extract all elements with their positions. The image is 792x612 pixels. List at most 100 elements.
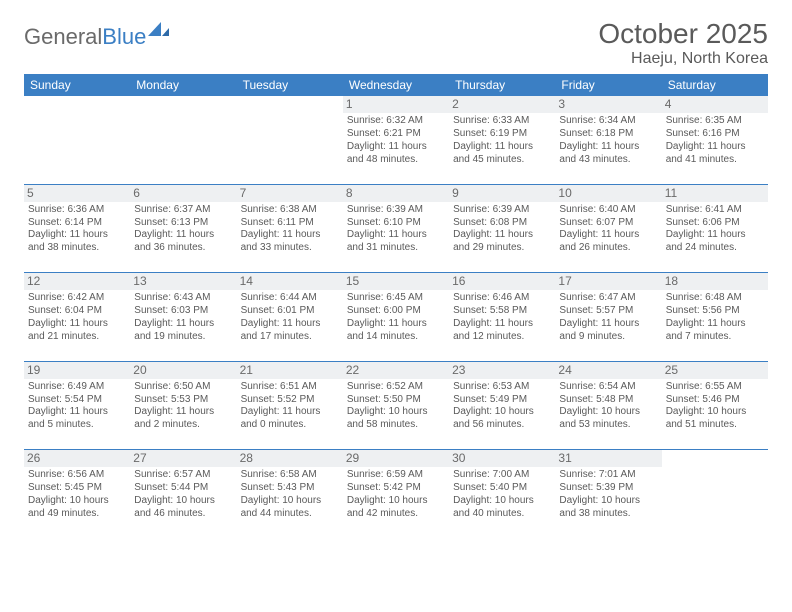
week-row: 5Sunrise: 6:36 AMSunset: 6:14 PMDaylight…	[24, 185, 768, 273]
day-details: Sunrise: 7:01 AMSunset: 5:39 PMDaylight:…	[559, 469, 657, 520]
daylight-line: Daylight: 11 hours and 12 minutes.	[453, 318, 551, 344]
day-cell	[130, 96, 236, 184]
day-number: 25	[662, 362, 768, 379]
sunrise-line: Sunrise: 6:53 AM	[453, 381, 551, 394]
sunrise-line: Sunrise: 6:39 AM	[347, 204, 445, 217]
day-details: Sunrise: 6:55 AMSunset: 5:46 PMDaylight:…	[666, 381, 764, 432]
daylight-line: Daylight: 10 hours and 51 minutes.	[666, 406, 764, 432]
day-cell: 21Sunrise: 6:51 AMSunset: 5:52 PMDayligh…	[237, 362, 343, 450]
day-number: 30	[449, 450, 555, 467]
sunset-line: Sunset: 5:57 PM	[559, 305, 657, 318]
day-details: Sunrise: 6:35 AMSunset: 6:16 PMDaylight:…	[666, 115, 764, 166]
day-number: 26	[24, 450, 130, 467]
day-number: 20	[130, 362, 236, 379]
day-details: Sunrise: 6:41 AMSunset: 6:06 PMDaylight:…	[666, 204, 764, 255]
sunset-line: Sunset: 6:11 PM	[241, 217, 339, 230]
sunset-line: Sunset: 6:21 PM	[347, 128, 445, 141]
day-cell: 24Sunrise: 6:54 AMSunset: 5:48 PMDayligh…	[555, 362, 661, 450]
sunrise-line: Sunrise: 6:36 AM	[28, 204, 126, 217]
day-cell: 7Sunrise: 6:38 AMSunset: 6:11 PMDaylight…	[237, 185, 343, 273]
day-cell: 2Sunrise: 6:33 AMSunset: 6:19 PMDaylight…	[449, 96, 555, 184]
day-number: 8	[343, 185, 449, 202]
day-cell	[662, 450, 768, 538]
calendar-table: Sunday Monday Tuesday Wednesday Thursday…	[24, 74, 768, 538]
sunrise-line: Sunrise: 6:40 AM	[559, 204, 657, 217]
sunrise-line: Sunrise: 6:48 AM	[666, 292, 764, 305]
day-number: 27	[130, 450, 236, 467]
day-number: 1	[343, 96, 449, 113]
day-cell: 23Sunrise: 6:53 AMSunset: 5:49 PMDayligh…	[449, 362, 555, 450]
day-cell: 3Sunrise: 6:34 AMSunset: 6:18 PMDaylight…	[555, 96, 661, 184]
sunrise-line: Sunrise: 6:33 AM	[453, 115, 551, 128]
day-details: Sunrise: 6:37 AMSunset: 6:13 PMDaylight:…	[134, 204, 232, 255]
sunset-line: Sunset: 5:49 PM	[453, 394, 551, 407]
day-cell: 8 Sunrise: 6:39 AMSunset: 6:10 PMDaylight…	[343, 185, 449, 273]
sunrise-line: Sunrise: 6:38 AM	[241, 204, 339, 217]
day-number: 21	[237, 362, 343, 379]
sunrise-line: Sunrise: 6:58 AM	[241, 469, 339, 482]
day-details: Sunrise: 6:32 AMSunset: 6:21 PMDaylight:…	[347, 115, 445, 166]
day-cell: 18Sunrise: 6:48 AMSunset: 5:56 PMDayligh…	[662, 273, 768, 361]
day-cell: 31 Sunrise: 7:01 AMSunset: 5:39 PMDayligh…	[555, 450, 661, 538]
sunrise-line: Sunrise: 6:45 AM	[347, 292, 445, 305]
logo: GeneralBlue	[24, 24, 170, 50]
daylight-line: Daylight: 11 hours and 7 minutes.	[666, 318, 764, 344]
daylight-line: Daylight: 11 hours and 26 minutes.	[559, 229, 657, 255]
sunset-line: Sunset: 5:40 PM	[453, 482, 551, 495]
sunset-line: Sunset: 6:14 PM	[28, 217, 126, 230]
weekday-header: Sunday	[24, 74, 130, 96]
day-cell: 12Sunrise: 6:42 AMSunset: 6:04 PMDayligh…	[24, 273, 130, 361]
daylight-line: Daylight: 11 hours and 0 minutes.	[241, 406, 339, 432]
weekday-header: Saturday	[662, 74, 768, 96]
sunrise-line: Sunrise: 6:42 AM	[28, 292, 126, 305]
day-cell: 19Sunrise: 6:49 AMSunset: 5:54 PMDayligh…	[24, 362, 130, 450]
logo-text-part1: General	[24, 24, 102, 50]
daylight-line: Daylight: 11 hours and 36 minutes.	[134, 229, 232, 255]
day-number: 31	[555, 450, 661, 467]
daylight-line: Daylight: 11 hours and 43 minutes.	[559, 141, 657, 167]
sunset-line: Sunset: 6:08 PM	[453, 217, 551, 230]
day-number: 7	[237, 185, 343, 202]
day-number: 24	[555, 362, 661, 379]
location: Haeju, North Korea	[598, 50, 768, 68]
sunset-line: Sunset: 5:44 PM	[134, 482, 232, 495]
daylight-line: Daylight: 11 hours and 14 minutes.	[347, 318, 445, 344]
day-cell	[237, 96, 343, 184]
daylight-line: Daylight: 10 hours and 46 minutes.	[134, 495, 232, 521]
day-details: Sunrise: 6:39 AMSunset: 6:10 PMDaylight:…	[347, 204, 445, 255]
weekday-header: Friday	[555, 74, 661, 96]
daylight-line: Daylight: 11 hours and 31 minutes.	[347, 229, 445, 255]
title-block: October 2025 Haeju, North Korea	[598, 18, 768, 68]
day-cell: 6Sunrise: 6:37 AMSunset: 6:13 PMDaylight…	[130, 185, 236, 273]
day-details: Sunrise: 6:34 AMSunset: 6:18 PMDaylight:…	[559, 115, 657, 166]
day-details: Sunrise: 6:52 AMSunset: 5:50 PMDaylight:…	[347, 381, 445, 432]
daylight-line: Daylight: 11 hours and 17 minutes.	[241, 318, 339, 344]
daylight-line: Daylight: 10 hours and 56 minutes.	[453, 406, 551, 432]
day-cell: 25 Sunrise: 6:55 AMSunset: 5:46 PMDayligh…	[662, 362, 768, 450]
daylight-line: Daylight: 10 hours and 44 minutes.	[241, 495, 339, 521]
daylight-line: Daylight: 10 hours and 49 minutes.	[28, 495, 126, 521]
daylight-line: Daylight: 11 hours and 45 minutes.	[453, 141, 551, 167]
sunset-line: Sunset: 5:54 PM	[28, 394, 126, 407]
day-cell: 28Sunrise: 6:58 AMSunset: 5:43 PMDayligh…	[237, 450, 343, 538]
day-details: Sunrise: 6:59 AMSunset: 5:42 PMDaylight:…	[347, 469, 445, 520]
daylight-line: Daylight: 10 hours and 42 minutes.	[347, 495, 445, 521]
sunrise-line: Sunrise: 6:44 AM	[241, 292, 339, 305]
day-details: Sunrise: 6:47 AMSunset: 5:57 PMDaylight:…	[559, 292, 657, 343]
sunrise-line: Sunrise: 6:56 AM	[28, 469, 126, 482]
sunset-line: Sunset: 6:16 PM	[666, 128, 764, 141]
day-details: Sunrise: 6:39 AMSunset: 6:08 PMDaylight:…	[453, 204, 551, 255]
sunrise-line: Sunrise: 6:59 AM	[347, 469, 445, 482]
sunrise-line: Sunrise: 6:47 AM	[559, 292, 657, 305]
day-cell: 22Sunrise: 6:52 AMSunset: 5:50 PMDayligh…	[343, 362, 449, 450]
sunset-line: Sunset: 6:03 PM	[134, 305, 232, 318]
calendar-page: GeneralBlue October 2025 Haeju, North Ko…	[0, 0, 792, 556]
day-details: Sunrise: 6:43 AMSunset: 6:03 PMDaylight:…	[134, 292, 232, 343]
calendar-body: 1 Sunrise: 6:32 AMSunset: 6:21 PMDaylight…	[24, 96, 768, 538]
day-number: 4	[662, 96, 768, 113]
sunset-line: Sunset: 6:04 PM	[28, 305, 126, 318]
weekday-header-row: Sunday Monday Tuesday Wednesday Thursday…	[24, 74, 768, 96]
sail-icon	[148, 18, 170, 44]
sunrise-line: Sunrise: 6:55 AM	[666, 381, 764, 394]
sunrise-line: Sunrise: 6:50 AM	[134, 381, 232, 394]
